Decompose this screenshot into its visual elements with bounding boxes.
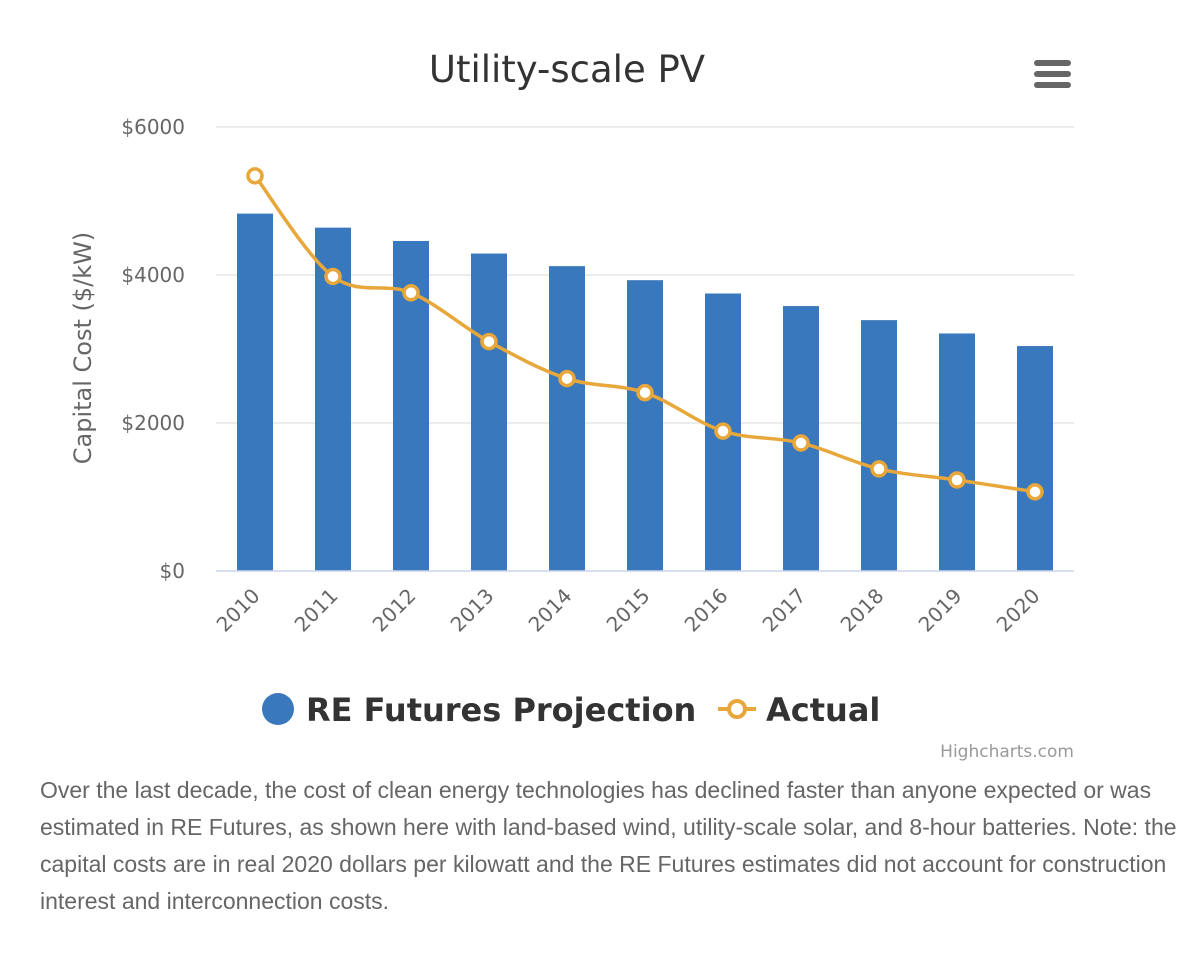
y-tick-label: $2000 bbox=[121, 411, 185, 435]
x-tick-label: 2019 bbox=[914, 584, 967, 637]
highcharts-credits[interactable]: Highcharts.com bbox=[940, 742, 1074, 762]
y-tick-label: $4000 bbox=[121, 263, 185, 287]
legend-symbol-projection bbox=[262, 693, 294, 725]
data-point bbox=[324, 267, 342, 286]
data-point bbox=[636, 383, 654, 402]
bar bbox=[1017, 346, 1053, 571]
bar bbox=[627, 280, 663, 571]
x-tick-label: 2016 bbox=[680, 584, 733, 637]
data-point bbox=[870, 460, 888, 478]
legend-item-projection[interactable]: RE Futures Projection bbox=[262, 691, 696, 729]
bar bbox=[861, 320, 897, 571]
y-tick-label: $0 bbox=[160, 559, 185, 583]
x-tick-label: 2010 bbox=[212, 584, 265, 637]
hamburger-menu-icon bbox=[1034, 60, 1071, 88]
line-series bbox=[246, 167, 1044, 501]
legend-label-actual: Actual bbox=[766, 691, 880, 729]
x-tick-label: 2018 bbox=[836, 584, 889, 637]
bar bbox=[939, 333, 975, 571]
bar bbox=[471, 253, 507, 572]
x-tick-label: 2013 bbox=[446, 584, 499, 637]
legend-item-actual[interactable]: Actual bbox=[718, 691, 880, 729]
x-tick-label: 2015 bbox=[602, 584, 655, 637]
y-axis-label: Capital Cost ($/kW) bbox=[69, 232, 97, 464]
data-point bbox=[246, 167, 264, 185]
bar bbox=[549, 266, 585, 571]
data-point bbox=[402, 284, 420, 302]
x-tick-label: 2012 bbox=[368, 584, 421, 637]
legend-symbol-actual bbox=[727, 699, 747, 719]
x-tick-label: 2014 bbox=[524, 584, 577, 637]
x-tick-label: 2017 bbox=[758, 584, 811, 637]
series-line bbox=[253, 174, 1036, 494]
bar bbox=[237, 213, 273, 571]
y-axis-ticks: $0 $2000 $4000 $6000 bbox=[121, 115, 185, 583]
chart-caption: Over the last decade, the cost of clean … bbox=[40, 777, 1177, 914]
data-point bbox=[480, 332, 498, 351]
chart-title: Utility-scale PV bbox=[429, 48, 705, 91]
x-tick-label: 2011 bbox=[290, 584, 343, 637]
chart-menu-button[interactable] bbox=[1030, 52, 1078, 94]
data-point bbox=[792, 434, 810, 452]
x-axis-ticks: 2010 2011 2012 2013 2014 2015 2016 2017 2018 2019… bbox=[212, 584, 1045, 637]
legend-label-projection: RE Futures Projection bbox=[306, 691, 696, 729]
chart: Utility-scale PV $0 $2000 $4000 $6000 Capit… bbox=[69, 48, 1078, 762]
data-point bbox=[948, 471, 966, 489]
data-point bbox=[1026, 483, 1044, 501]
y-tick-label: $6000 bbox=[121, 115, 185, 139]
data-point bbox=[558, 369, 576, 388]
legend: RE Futures Projection Actual bbox=[262, 691, 880, 729]
data-point bbox=[714, 422, 732, 440]
x-tick-label: 2020 bbox=[992, 584, 1045, 637]
